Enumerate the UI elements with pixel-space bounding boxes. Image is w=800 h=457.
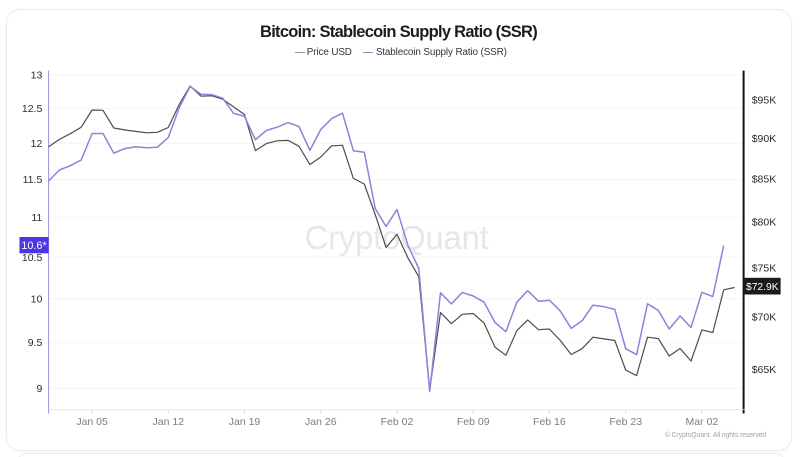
svg-text:10: 10 <box>31 293 43 305</box>
svg-text:9: 9 <box>36 383 42 395</box>
svg-text:$72.9K: $72.9K <box>746 282 779 293</box>
svg-text:Feb 02: Feb 02 <box>381 416 414 428</box>
svg-text:Feb 16: Feb 16 <box>533 416 566 428</box>
svg-text:12.5: 12.5 <box>22 103 43 115</box>
svg-text:Jan 12: Jan 12 <box>153 416 185 428</box>
svg-text:Feb 23: Feb 23 <box>609 416 642 428</box>
svg-text:$95K: $95K <box>752 94 777 106</box>
svg-text:$70K: $70K <box>752 311 777 323</box>
svg-text:Jan 26: Jan 26 <box>305 416 337 428</box>
svg-text:12: 12 <box>31 138 43 150</box>
svg-text:$90K: $90K <box>752 133 777 145</box>
svg-text:13: 13 <box>31 70 43 82</box>
svg-text:10.6*: 10.6* <box>21 240 47 252</box>
svg-text:$80K: $80K <box>752 217 777 229</box>
svg-text:$85K: $85K <box>752 174 777 186</box>
svg-text:CryptoQuant: CryptoQuant <box>305 219 489 256</box>
svg-text:10.5: 10.5 <box>22 252 43 264</box>
svg-text:$75K: $75K <box>752 262 777 274</box>
svg-text:$65K: $65K <box>752 364 777 376</box>
svg-text:Feb 09: Feb 09 <box>457 416 490 428</box>
svg-text:11.5: 11.5 <box>23 174 43 186</box>
svg-text:9.5: 9.5 <box>28 337 43 349</box>
svg-text:Jan 05: Jan 05 <box>76 416 108 428</box>
svg-text:11: 11 <box>31 212 42 224</box>
svg-text:Jan 19: Jan 19 <box>229 416 261 428</box>
svg-text:Mar 02: Mar 02 <box>686 416 719 428</box>
